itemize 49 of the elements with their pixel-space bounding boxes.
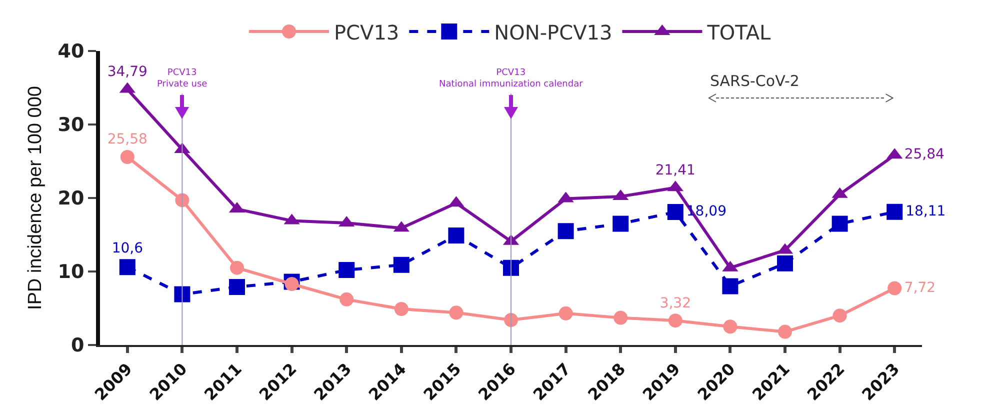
y-tick-label: 20 <box>58 188 84 210</box>
ref-line-label: PCV13 National immunization calendar <box>439 68 584 90</box>
point <box>119 259 136 276</box>
point <box>393 256 410 273</box>
y-tick-label: 30 <box>58 114 84 136</box>
annotation: SARS-CoV-2 <box>710 72 800 90</box>
legend-label: TOTAL <box>706 20 772 44</box>
y-axis-title: IPD incidence per 100 000 <box>25 86 46 310</box>
point <box>174 286 190 302</box>
point <box>338 262 355 278</box>
point <box>449 306 464 320</box>
y-tick-label: 40 <box>58 40 84 63</box>
legend-label: NON-PCV13 <box>494 20 612 44</box>
point <box>832 216 848 232</box>
point <box>777 255 793 272</box>
data-label: 7,72 <box>904 280 936 296</box>
data-label: 18,11 <box>906 203 946 220</box>
point <box>667 204 684 220</box>
point <box>284 277 299 291</box>
point <box>558 306 573 320</box>
point <box>612 216 629 232</box>
data-label: 3,32 <box>660 295 691 312</box>
data-label: 25,58 <box>107 132 148 148</box>
point <box>668 314 682 328</box>
point <box>229 278 245 295</box>
point <box>340 292 354 306</box>
point <box>832 308 847 323</box>
data-label: 10,6 <box>112 240 144 257</box>
point <box>886 204 903 220</box>
point <box>722 278 738 294</box>
point <box>175 193 190 208</box>
y-tick-label: 0 <box>70 334 84 357</box>
point <box>778 324 792 339</box>
ref-line-label: PCV13 Private use <box>157 68 208 90</box>
point <box>394 302 408 316</box>
y-tick-label: 10 <box>58 261 84 284</box>
point <box>614 310 628 325</box>
point <box>448 227 464 244</box>
point <box>558 223 574 240</box>
point <box>503 260 519 276</box>
data-label: 25,84 <box>904 146 945 163</box>
point <box>504 313 518 328</box>
legend-label: PCV13 <box>334 20 400 44</box>
point <box>723 320 738 334</box>
point <box>230 260 244 275</box>
data-label: 21,41 <box>655 162 696 178</box>
data-label: 34,79 <box>107 64 148 80</box>
point <box>120 150 134 164</box>
point <box>888 281 902 296</box>
